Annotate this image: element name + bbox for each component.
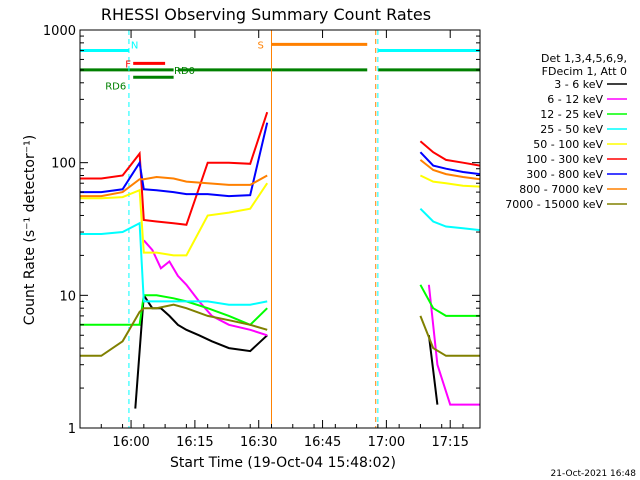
x-axis-label: Start Time (19-Oct-04 15:48:02) <box>170 455 396 471</box>
x-tick-label: 16:15 <box>176 435 213 450</box>
flag-bars <box>80 42 480 79</box>
flag-annotations: NF RD0 RD6 S <box>105 40 264 92</box>
legend-entry-label: 100 - 300 keV <box>526 153 603 166</box>
series-line-3 <box>80 207 481 306</box>
x-tick-label: 17:15 <box>431 435 468 450</box>
legend-entry-label: 7000 - 15000 keV <box>505 198 603 211</box>
legend-header: Det 1,3,4,5,6,9, <box>541 52 627 65</box>
legend-entry-label: 50 - 100 keV <box>533 138 603 151</box>
x-tick-label: 16:30 <box>240 435 277 450</box>
y-tick-label: 1000 <box>43 24 76 39</box>
y-axis-label: Count Rate (s⁻¹ detector⁻¹) <box>22 135 38 325</box>
x-axis-ticks: 16:00 16:15 16:30 16:45 17:00 17:15 <box>79 30 469 450</box>
legend-entry-label: 800 - 7000 keV <box>519 183 603 196</box>
x-tick-label: 16:45 <box>304 435 341 450</box>
flag-label: N <box>131 41 138 52</box>
y-tick-label: 10 <box>59 289 76 304</box>
flag-label: F <box>125 59 131 70</box>
x-tick-label: 16:00 <box>112 435 149 450</box>
series-line-4 <box>80 174 481 257</box>
legend: Det 1,3,4,5,6,9,FDecim 1, Att 03 - 6 keV… <box>505 52 627 211</box>
flag-label: S <box>257 40 263 51</box>
legend-entry-label: 6 - 12 keV <box>547 93 603 106</box>
y-tick-label: 1 <box>68 422 76 437</box>
series-line-5 <box>80 111 481 226</box>
chart-title: RHESSI Observing Summary Count Rates <box>101 5 431 24</box>
series-line-0 <box>134 292 439 409</box>
series-lines <box>80 111 481 409</box>
y-tick-label: 100 <box>51 157 76 172</box>
legend-entry-label: 300 - 800 keV <box>526 168 603 181</box>
series-line-6 <box>80 122 481 198</box>
legend-entry-label: 25 - 50 keV <box>540 123 603 136</box>
y-axis-ticks: 1 10 100 1000 <box>43 24 480 437</box>
series-line-8 <box>80 303 480 357</box>
plot-frame <box>79 29 481 429</box>
series-line-2 <box>80 284 480 326</box>
flag-label: RD0 <box>174 66 195 77</box>
flag-label: RD6 <box>105 81 126 92</box>
footer-date: 21-Oct-2021 16:48 <box>551 469 637 479</box>
series-line-1 <box>143 239 480 406</box>
legend-header: FDecim 1, Att 0 <box>542 65 627 78</box>
series-line-7 <box>80 159 481 198</box>
x-tick-label: 17:00 <box>368 435 405 450</box>
legend-entry-label: 12 - 25 keV <box>540 108 603 121</box>
legend-entry-label: 3 - 6 keV <box>554 78 603 91</box>
